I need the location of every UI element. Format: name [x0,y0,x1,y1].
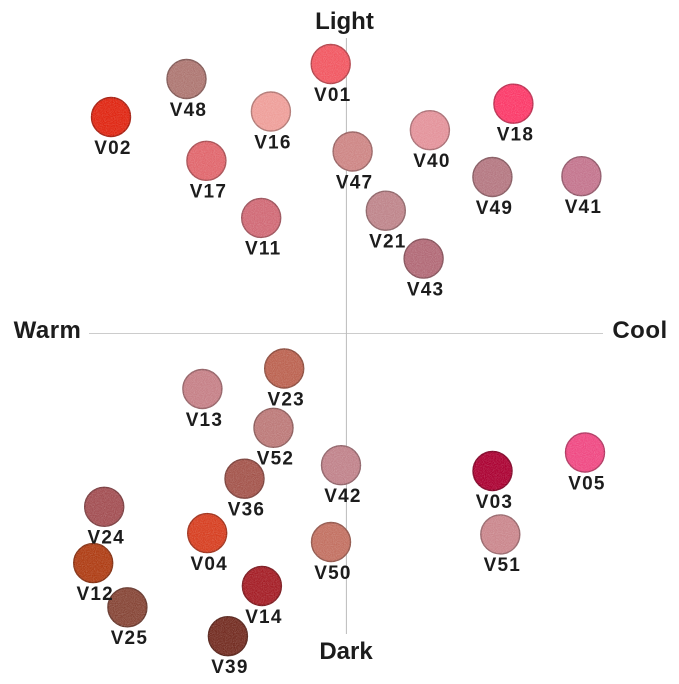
svg-text:V11: V11 [245,239,281,260]
svg-text:V05: V05 [568,473,605,494]
svg-text:V17: V17 [190,182,227,203]
svg-text:V16: V16 [254,132,291,153]
svg-text:V13: V13 [186,410,223,431]
svg-text:V02: V02 [94,138,131,159]
svg-text:V40: V40 [413,151,450,172]
svg-text:V39: V39 [211,657,248,678]
svg-text:Light: Light [315,8,374,35]
svg-text:V41: V41 [565,197,602,218]
svg-text:V04: V04 [190,554,227,575]
svg-text:V24: V24 [87,528,124,549]
svg-text:V14: V14 [245,607,282,628]
svg-text:Warm: Warm [14,317,82,344]
svg-text:V36: V36 [228,500,265,521]
svg-text:V25: V25 [111,628,148,649]
svg-text:V47: V47 [336,172,373,193]
svg-text:V49: V49 [476,198,513,219]
svg-text:Cool: Cool [612,317,667,344]
svg-text:V48: V48 [170,100,207,121]
svg-text:V52: V52 [257,449,294,470]
svg-text:V50: V50 [314,563,351,584]
svg-text:V01: V01 [314,85,351,106]
svg-text:V23: V23 [267,389,304,410]
svg-text:V21: V21 [369,232,406,253]
svg-text:V18: V18 [497,125,534,146]
svg-text:V43: V43 [407,279,444,300]
svg-text:V42: V42 [324,486,361,507]
svg-text:V51: V51 [484,555,521,576]
svg-text:V12: V12 [76,584,113,605]
svg-text:V03: V03 [476,492,513,513]
svg-text:Dark: Dark [319,638,373,665]
